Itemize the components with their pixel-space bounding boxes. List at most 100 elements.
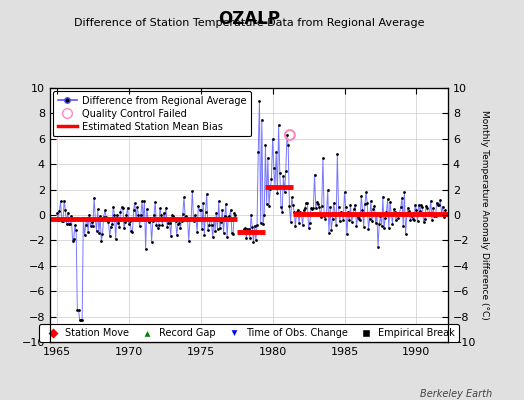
Point [253,221,261,228]
Point [441,207,450,214]
Point [147,238,156,245]
Point [178,218,186,224]
Point [95,230,103,236]
Point [268,136,277,142]
Point [71,222,79,228]
Point [430,212,439,219]
Point [404,204,412,211]
Point [134,212,143,218]
Point [195,207,204,214]
Point [187,215,195,221]
Point [266,186,275,192]
Point [388,220,397,227]
Point [407,213,416,219]
Point [65,221,73,227]
Point [440,214,448,220]
Point [389,206,398,212]
Point [157,212,166,218]
Point [213,226,222,232]
Legend: Station Move, Record Gap, Time of Obs. Change, Empirical Break: Station Move, Record Gap, Time of Obs. C… [39,324,459,342]
Point [316,214,325,220]
Point [302,200,310,206]
Point [367,198,375,204]
Point [409,216,417,222]
Point [78,317,86,324]
Point [254,148,263,155]
Point [97,238,105,244]
Point [326,204,334,210]
Point [313,199,321,205]
Point [369,206,377,212]
Point [55,208,63,215]
Point [259,221,267,228]
Point [155,221,163,228]
Point [214,198,223,204]
Point [387,210,396,217]
Point [248,224,256,230]
Point [277,204,285,210]
Point [86,222,95,229]
Point [377,223,386,230]
Point [379,194,387,200]
Point [300,207,308,213]
Point [416,208,424,214]
Point [117,204,126,210]
Point [346,202,355,208]
Point [418,204,427,210]
Point [286,132,294,138]
Point [350,205,358,212]
Point [322,210,331,216]
Point [60,198,68,204]
Point [54,217,62,224]
Point [323,187,332,194]
Point [192,216,200,222]
Text: Difference of Station Temperature Data from Regional Average: Difference of Station Temperature Data f… [74,18,424,28]
Point [419,219,428,225]
Point [314,201,322,207]
Point [167,232,175,239]
Point [154,225,162,231]
Point [433,199,441,206]
Point [181,214,189,220]
Point [272,148,280,155]
Point [396,209,404,216]
Point [80,232,89,238]
Point [139,216,147,222]
Point [133,204,141,210]
Point [256,220,265,226]
Point [125,221,133,228]
Point [75,317,84,324]
Point [381,215,389,222]
Point [211,228,220,234]
Point [329,215,337,222]
Point [400,189,409,195]
Point [380,225,388,232]
Point [218,206,226,213]
Point [73,307,82,314]
Point [275,122,283,128]
Point [352,223,361,229]
Point [206,214,214,221]
Point [376,213,385,220]
Point [270,165,278,171]
Point [112,236,120,242]
Point [312,205,320,211]
Point [229,231,237,237]
Point [273,190,281,196]
Point [72,227,80,234]
Point [176,225,184,231]
Point [241,225,249,232]
Point [364,226,373,232]
Point [193,229,201,235]
Point [70,235,78,242]
Point [439,204,447,210]
Point [88,219,96,225]
Point [226,207,235,213]
Point [209,233,217,240]
Point [53,210,61,216]
Point [110,212,118,218]
Point [428,216,436,223]
Point [375,221,384,227]
Point [260,212,268,218]
Point [242,234,250,241]
